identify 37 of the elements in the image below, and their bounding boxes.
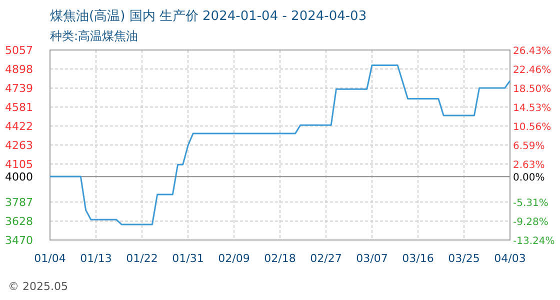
y-tick-label: 3470 — [5, 234, 33, 247]
y-tick-label: 4581 — [5, 100, 33, 114]
x-tick-label: 03/25 — [448, 252, 480, 265]
y2-tick-label: -13.24% — [513, 236, 555, 247]
y-tick-label: 4105 — [5, 158, 33, 171]
x-tick-label: 03/07 — [356, 252, 388, 265]
y2-tick-label: 26.43% — [513, 46, 552, 57]
y-tick-label: 4739 — [5, 82, 33, 96]
y-tick-label: 4263 — [5, 139, 33, 152]
y2-tick-label: -9.28% — [513, 217, 548, 228]
x-tick-label: 02/27 — [310, 252, 342, 265]
x-tick-label: 02/09 — [218, 252, 250, 265]
x-tick-label: 01/31 — [172, 252, 204, 265]
y2-tick-label: 14.53% — [513, 102, 552, 114]
x-tick-label: 03/16 — [402, 252, 434, 265]
x-tick-label: 04/03 — [494, 252, 526, 265]
y-tick-label: 3787 — [5, 196, 33, 210]
y-tick-label: 3628 — [5, 215, 33, 228]
y2-tick-label: 6.59% — [513, 141, 545, 152]
y-tick-label: 5057 — [5, 44, 33, 57]
y2-tick-label: 22.46% — [513, 65, 552, 76]
x-tick-label: 01/04 — [34, 252, 66, 265]
x-tick-label: 01/13 — [80, 252, 112, 265]
text: © 2025.05 — [8, 280, 68, 293]
y2-tick-label: 18.50% — [513, 84, 552, 95]
y-tick-label: 4898 — [5, 63, 33, 76]
y-tick-label: 4422 — [5, 120, 33, 134]
line-series — [49, 64, 511, 226]
x-tick-label: 01/22 — [126, 252, 158, 265]
y-tick-label: 4000 — [5, 170, 33, 184]
y2-tick-label: -5.31% — [513, 198, 548, 210]
y2-tick-label: 10.56% — [513, 122, 552, 134]
x-tick-label: 02/18 — [264, 252, 296, 265]
chart-title: 煤焦油(高温) 国内 生产价 2024-01-04 - 2024-04-03 — [50, 8, 367, 24]
y2-tick-label: 2.63% — [513, 160, 545, 171]
chart-subtitle: 种类:高温煤焦油 — [50, 29, 138, 43]
y2-tick-label: 0.00% — [513, 172, 545, 184]
